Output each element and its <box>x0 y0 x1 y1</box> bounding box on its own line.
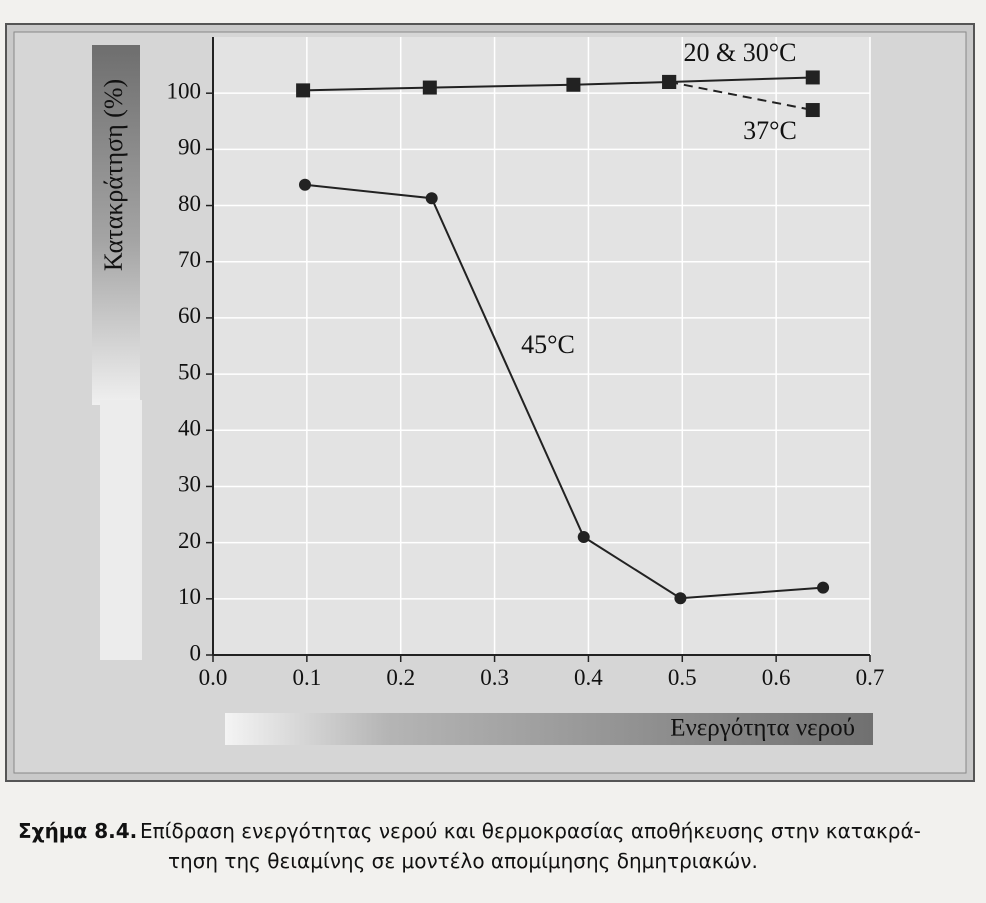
point <box>577 531 590 544</box>
y-tick-label: 0 <box>190 640 202 665</box>
point <box>674 592 687 605</box>
point <box>298 178 311 191</box>
series-line <box>668 80 813 112</box>
x-tick-label: 0.7 <box>856 665 885 690</box>
point <box>566 77 581 92</box>
x-tick-label: 0.5 <box>668 665 697 690</box>
y-tick-label: 20 <box>178 528 201 553</box>
y-tick-label: 30 <box>178 472 201 497</box>
point <box>662 74 677 89</box>
x-tick-label: 0.2 <box>386 665 415 690</box>
series-label: 37°C <box>743 116 797 145</box>
caption-line: Επίδραση ενεργότητας νερού και θερμοκρασ… <box>140 819 921 843</box>
plot-area <box>213 37 870 655</box>
x-label-box <box>225 713 873 745</box>
y-tick-label: 80 <box>178 191 201 216</box>
y-tick-label: 100 <box>167 78 202 103</box>
y-tick-label: 70 <box>178 247 201 272</box>
y-axis-label: Κατακράτηση (%) <box>99 79 128 271</box>
point <box>296 83 311 98</box>
y-tick-label: 40 <box>178 416 201 441</box>
point <box>805 70 820 85</box>
x-tick-label: 0.4 <box>574 665 603 690</box>
y-tick-label: 60 <box>178 303 201 328</box>
x-tick-label: 0.3 <box>480 665 509 690</box>
x-tick-label: 0.1 <box>292 665 321 690</box>
point <box>805 103 820 118</box>
series-label: 20 & 30°C <box>684 38 797 67</box>
y-tick-label: 90 <box>178 135 201 160</box>
x-tick-label: 0.0 <box>199 665 228 690</box>
plot: 0.0 0.1 0.2 0.3 0.4 0.5 0.6 0.7 0 10 20 30 40 50 60 70 8… <box>167 37 885 690</box>
point <box>425 192 438 205</box>
y-tick-label: 10 <box>178 584 201 609</box>
x-axis-label: Ενεργότητα νερού <box>670 715 855 742</box>
y-label-box <box>92 45 140 405</box>
caption-label: Σχήμα 8.4. <box>18 819 137 843</box>
y-label-fade <box>100 400 142 660</box>
y-tick-label: 50 <box>178 359 201 384</box>
x-tick-label: 0.6 <box>762 665 791 690</box>
series-label: 45°C <box>521 330 575 359</box>
point <box>817 581 830 594</box>
caption-line: τηση της θειαμίνης σε μοντέλο απομίμησης… <box>168 849 758 873</box>
point <box>422 80 437 95</box>
